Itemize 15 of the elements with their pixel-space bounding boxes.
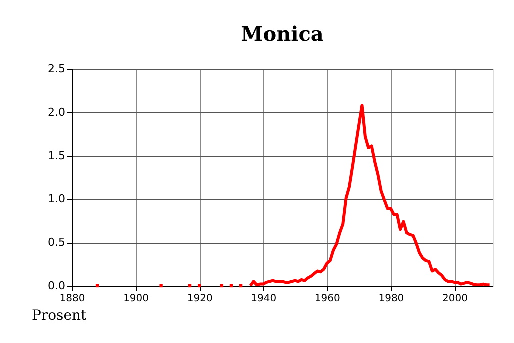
y-tick-label: 1.5: [48, 149, 66, 162]
x-tick-label: 1980: [378, 294, 404, 304]
y-tick-label: 2.0: [48, 106, 66, 119]
x-tick-label: 1880: [60, 294, 86, 304]
y-tick-label: 0.0: [48, 280, 66, 292]
x-tick-label: 2000: [442, 294, 468, 304]
chart-title: Monica: [241, 22, 324, 46]
x-tick-label: 1960: [314, 294, 340, 304]
y-tick-label: 0.5: [48, 236, 66, 250]
y-axis-title: Prosent: [32, 308, 88, 324]
x-tick-label: 1920: [187, 294, 213, 304]
x-tick-label: 1940: [251, 294, 277, 304]
y-tick-label: 1.0: [48, 192, 66, 206]
x-tick-label: 1900: [124, 294, 150, 304]
y-tick-label: 2.5: [48, 62, 66, 76]
